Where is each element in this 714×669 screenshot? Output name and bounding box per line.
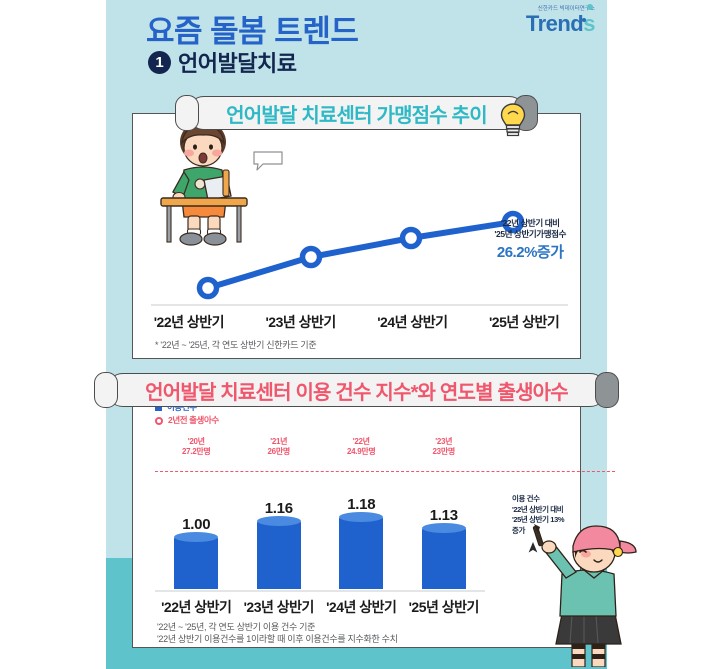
x-label-2: '24년 상반기	[377, 314, 448, 330]
x-label-1: '23년 상반기	[265, 314, 336, 330]
birth-year-0: '20년	[187, 437, 205, 446]
bar-chart-plot: 1.00 1.16 1.18 1.13	[155, 479, 485, 589]
line-chart-axis	[151, 304, 568, 306]
birth-year-2: '22년	[352, 437, 370, 446]
page-header: 요즘 돌봄 트렌드 1 언어발달치료 신한카드 빅데이터연구소 Trends	[106, 0, 607, 92]
logo-text-accent: s	[583, 11, 595, 36]
births-label-row: '20년 27.2만명 '21년 26만명 '22년 24.9만명 '23년 2…	[155, 437, 485, 458]
bar-value-2: 1.18	[347, 496, 376, 513]
bar-cell-3: 1.13	[403, 479, 486, 589]
brand-logo: 신한카드 빅데이터연구소 Trends	[526, 4, 595, 35]
section-number-badge: 1	[148, 50, 171, 74]
section-heading: 1 언어발달치료	[148, 46, 297, 78]
bar-1	[256, 516, 301, 589]
callout-line-1: '22년 상반기 대비	[500, 218, 560, 228]
lightbulb-icon	[500, 103, 526, 137]
birth-value-1: 26만명	[267, 447, 291, 457]
card2-footnote-2: '22년 상반기 이용건수를 1이라할 때 이후 이용건수를 지수화한 수치	[157, 634, 398, 644]
birth-item-3: '23년 23만명	[403, 437, 486, 458]
bar-0	[174, 532, 219, 589]
speech-bubble-icon	[253, 151, 283, 171]
legend-label-births: 2년전 출생아수	[168, 415, 219, 426]
card1-footnote: * '22년 ~ '25년, 각 연도 상반기 신한카드 기준	[155, 340, 317, 350]
bar-chart-axis	[155, 590, 485, 592]
card2-callout: 이용 건수 '22년 상반기 대비 '25년 상반기 13% 증가	[512, 494, 574, 536]
bar-chart-x-labels: '22년 상반기 '23년 상반기 '24년 상반기 '25년 상반기	[155, 597, 485, 617]
bar-x-label-3: '25년 상반기	[408, 599, 480, 615]
line-chart-x-labels: '22년 상반기 '23년 상반기 '24년 상반기 '25년 상반기	[133, 312, 580, 332]
data-point-1	[196, 276, 220, 300]
line-series-path	[205, 219, 516, 291]
callout2-line-4: 증가	[512, 525, 525, 535]
callout2-line-3: '25년 상반기 13%	[512, 515, 565, 524]
births-dashed-line	[155, 471, 615, 472]
bar-3	[421, 523, 466, 589]
bar-value-1: 1.16	[264, 500, 293, 517]
birth-value-3: 23만명	[432, 447, 456, 457]
card-line-chart: '22년 상반기 대비 '25년 상반기가맹점수 26.2%증가 '22년 상반…	[132, 103, 581, 359]
bar-x-label-1: '23년 상반기	[243, 599, 315, 615]
data-point-3	[399, 226, 423, 250]
logo-tagline: 신한카드 빅데이터연구소	[537, 6, 595, 12]
card-bar-chart: 이용건수 2년전 출생아수 '20년 27.2만명 '21년 26만명 '22년…	[132, 390, 637, 667]
bar-x-label-0: '22년 상반기	[161, 599, 232, 615]
section-title: 언어발달치료	[178, 51, 297, 76]
bar-value-0: 1.00	[182, 516, 211, 533]
girl-with-brush-illustration	[532, 524, 637, 667]
callout-line-2: '25년 상반기가맹점수	[494, 229, 566, 240]
data-point-2	[299, 245, 323, 269]
bar-cell-1: 1.16	[238, 479, 321, 589]
pen-nib-icon	[528, 542, 538, 553]
bar-value-3: 1.13	[429, 507, 458, 524]
legend-label-usage: 이용건수	[167, 402, 197, 412]
birth-item-0: '20년 27.2만명	[155, 437, 238, 458]
bar-cell-0: 1.00	[155, 479, 238, 589]
callout2-line-2: '22년 상반기 대비	[512, 504, 564, 514]
legend-swatch-square-icon	[155, 404, 162, 412]
data-point-4	[501, 210, 525, 234]
x-label-3: '25년 상반기	[488, 314, 560, 330]
trendis-logo-icon	[582, 4, 593, 26]
legend-item-usage: 이용건수	[155, 401, 219, 414]
birth-value-2: 24.9만명	[347, 447, 376, 457]
birth-year-3: '23년	[435, 437, 453, 446]
card2-footnote-1: '22년 ~ '25년, 각 연도 상반기 이용 건수 기준	[157, 622, 316, 632]
bar-x-label-2: '24년 상반기	[326, 599, 397, 615]
birth-year-1: '21년	[270, 437, 288, 446]
line-chart-plot	[196, 210, 525, 300]
callout2-line-1: 이용 건수	[512, 494, 540, 503]
page-title: 요즘 돌봄 트렌드	[146, 14, 359, 49]
bar-chart-legend: 이용건수 2년전 출생아수	[155, 401, 219, 427]
birth-item-1: '21년 26만명	[238, 437, 321, 458]
legend-item-births: 2년전 출생아수	[155, 414, 219, 427]
birth-item-2: '22년 24.9만명	[320, 437, 403, 458]
logo-wordmark: Trends	[525, 4, 595, 36]
boy-at-desk-illustration	[160, 121, 248, 246]
bar-cell-2: 1.18	[320, 479, 403, 589]
legend-swatch-circle-icon	[155, 416, 163, 425]
x-label-0: '22년 상반기	[153, 314, 225, 330]
bar-2	[339, 512, 384, 589]
birth-value-0: 27.2만명	[182, 447, 211, 457]
card1-callout: '22년 상반기 대비 '25년 상반기가맹점수 26.2%증가	[494, 218, 566, 263]
callout-highlight: 26.2%증가	[496, 243, 564, 261]
logo-text-primary: Trend	[525, 11, 584, 36]
